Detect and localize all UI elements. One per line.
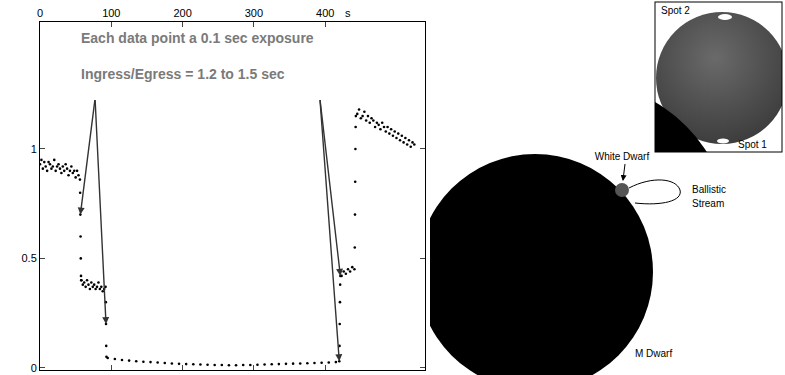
svg-text:Spot 1: Spot 1 bbox=[738, 139, 767, 150]
svg-text:0.5: 0.5 bbox=[22, 252, 37, 264]
svg-text:Spot 2: Spot 2 bbox=[661, 5, 690, 16]
svg-text:400: 400 bbox=[316, 7, 334, 19]
svg-text:0: 0 bbox=[31, 362, 37, 374]
svg-text:0: 0 bbox=[37, 7, 43, 19]
svg-text:1: 1 bbox=[31, 143, 37, 155]
svg-text:200: 200 bbox=[173, 7, 191, 19]
svg-text:Stream: Stream bbox=[692, 198, 724, 209]
svg-text:300: 300 bbox=[245, 7, 263, 19]
svg-text:Ingress/Egress = 1.2 to 1.5 se: Ingress/Egress = 1.2 to 1.5 sec bbox=[81, 66, 285, 82]
svg-text:Each data point a 0.1 sec expo: Each data point a 0.1 sec exposure bbox=[81, 30, 314, 46]
svg-text:M Dwarf: M Dwarf bbox=[635, 348, 672, 359]
svg-text:Ballistic: Ballistic bbox=[692, 184, 726, 195]
svg-text:White Dwarf: White Dwarf bbox=[595, 151, 650, 162]
svg-text:100: 100 bbox=[102, 7, 120, 19]
svg-text:s: s bbox=[345, 7, 351, 19]
